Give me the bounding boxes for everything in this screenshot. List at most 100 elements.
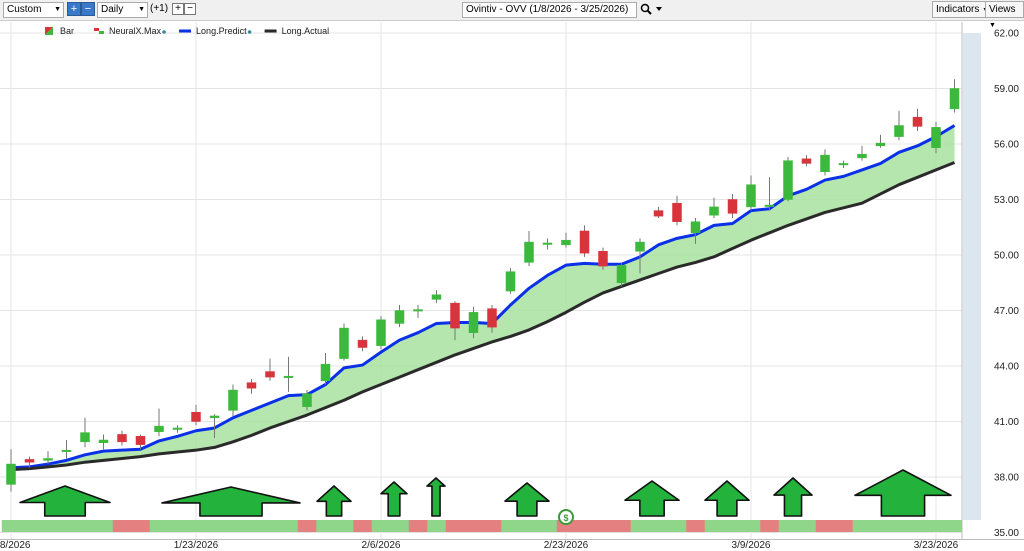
- range-select[interactable]: Custom ▼: [3, 2, 64, 18]
- candle-body: [746, 184, 756, 208]
- x-tick-label: 2/23/2026: [544, 540, 589, 551]
- views-button[interactable]: Views ▼: [985, 1, 1024, 29]
- signal-arrow: [161, 486, 301, 517]
- candle-body: [783, 160, 793, 200]
- signal-strip: [612, 520, 632, 532]
- signal-strip: [723, 520, 743, 532]
- legend-label: Bar: [60, 26, 74, 36]
- y-tick-label: 50.00: [994, 251, 1019, 262]
- signal-strip: [205, 520, 225, 532]
- signal-arrow: [316, 485, 352, 517]
- legend-icon: [99, 31, 105, 34]
- signal-strip: [464, 520, 484, 532]
- signal-strip: [38, 520, 58, 532]
- zoom-in[interactable]: +: [67, 2, 81, 16]
- candle-body: [727, 199, 738, 214]
- candle-body: [672, 202, 682, 222]
- signal-strip: [353, 520, 373, 532]
- signal-strip: [630, 520, 650, 532]
- candle-body: [265, 371, 275, 378]
- signal-strip: [908, 520, 928, 532]
- signal-strip: [926, 520, 946, 532]
- offset-label: (+1): [150, 3, 169, 14]
- zoom-out[interactable]: −: [81, 2, 95, 16]
- candle-body: [820, 154, 830, 173]
- candle-body: [561, 239, 571, 246]
- indicators-button[interactable]: Indicators ▼: [932, 1, 994, 18]
- signal-strip: [371, 520, 391, 532]
- candle-body: [487, 308, 497, 328]
- signal-strip: [945, 520, 962, 532]
- signal-arrow: [854, 469, 952, 517]
- chart: 35.00 38.00 41.00 44.00 47.00 50.00 53.00 56.00…: [0, 22, 1024, 551]
- y-tick-label: 59.00: [994, 84, 1019, 95]
- signal-strip: [75, 520, 95, 532]
- candle-body: [653, 210, 664, 217]
- future-zone: [963, 33, 981, 520]
- spread-fill: [11, 125, 955, 470]
- legend-label: Long.Predict: [196, 26, 247, 36]
- signal-strip: [538, 520, 558, 532]
- dividend-icon: [558, 509, 574, 525]
- candle-body: [949, 88, 960, 110]
- range-text: Custom: [7, 4, 42, 15]
- signal-arrow: [19, 485, 111, 517]
- signal-strip: [667, 520, 687, 532]
- series-line: [10, 161, 956, 472]
- candle-body: [635, 241, 645, 252]
- y-tick-label: 35.00: [994, 528, 1019, 539]
- candle-body: [450, 302, 460, 329]
- x-tick-label: 3/9/2026: [732, 540, 771, 551]
- candle-body: [357, 339, 368, 348]
- legend-label: NeuralX.Max: [109, 26, 162, 36]
- series-line: [10, 124, 956, 470]
- dropdown-caret: ▼: [138, 6, 145, 13]
- signal-strip: [20, 520, 40, 532]
- plot: [1, 79, 962, 532]
- candle-body: [690, 221, 701, 234]
- search-icon[interactable]: [640, 3, 664, 16]
- candle-body: [24, 459, 35, 463]
- candle-body: [80, 432, 90, 443]
- signal-strip: [519, 520, 539, 532]
- symbol-box[interactable]: Ovintiv - OVV (1/8/2026 - 3/25/2026): [462, 2, 637, 18]
- signal-strip: [427, 520, 447, 532]
- signal-strip: [593, 520, 613, 532]
- y-tick-label: 38.00: [994, 473, 1019, 484]
- legend-dot: [162, 30, 166, 34]
- signal-strip: [501, 520, 521, 532]
- candle-body: [931, 127, 941, 148]
- candle-body: [598, 251, 608, 267]
- candle-body: [616, 264, 627, 283]
- candle-body: [912, 116, 923, 127]
- signal-strip: [131, 520, 151, 532]
- candle-body: [191, 412, 201, 422]
- signal-strip: [297, 520, 317, 532]
- candle-body: [228, 389, 238, 411]
- signal-strip: [575, 520, 595, 532]
- signal-strip: [334, 520, 354, 532]
- offset-plus[interactable]: +: [172, 3, 184, 15]
- x-tick-label: 2/6/2026: [362, 540, 401, 551]
- signal-strip: [741, 520, 761, 532]
- candle-body: [394, 310, 405, 324]
- candle-body: [320, 363, 331, 382]
- candle-body: [542, 242, 553, 245]
- candle-body: [154, 425, 164, 432]
- candle-body: [376, 319, 386, 346]
- candle-body: [98, 439, 109, 444]
- signal-strip: [279, 520, 299, 532]
- signal-strip: [186, 520, 206, 532]
- offset-minus[interactable]: −: [184, 3, 196, 15]
- interval-select[interactable]: Daily ▼: [97, 2, 148, 18]
- y-tick-label: 47.00: [994, 306, 1019, 317]
- signal-arrow: [773, 477, 813, 517]
- legend-icon: [45, 27, 53, 35]
- signal-strip: [871, 520, 891, 532]
- y-tick-label: 62.00: [994, 29, 1019, 40]
- signal-strip: [223, 520, 243, 532]
- candle-body: [709, 206, 719, 216]
- x-tick-label: 1/23/2026: [174, 540, 219, 551]
- indicators-text: Indicators: [936, 4, 980, 15]
- candle-body: [431, 294, 442, 300]
